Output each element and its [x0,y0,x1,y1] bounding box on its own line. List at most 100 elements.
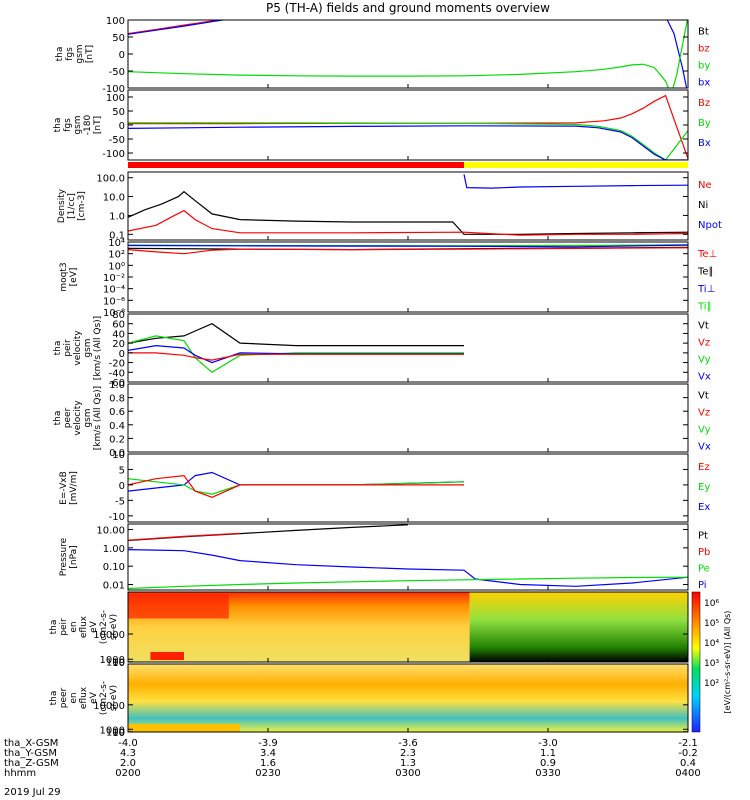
x-axis-row-label: tha_Z-GSM [4,758,59,769]
y-tick-label: 0.6 [109,407,125,418]
legend-bz: bz [698,44,710,55]
y-tick-label: 10 [112,450,125,461]
y-tick-label: 5 [119,465,125,476]
y-tick-label: 10⁻⁴ [103,285,125,296]
y-axis-label-line: [nT] [93,116,103,134]
y-axis-label-line: [km/s (All Qs)] [93,386,103,450]
colorbar-label-2: 10⁴ [704,639,719,649]
series-Vt [128,323,464,347]
x-axis-row-label: tha_X-GSM [4,738,58,749]
legend-Ti⊥: Ti⊥ [697,284,715,295]
legend-Vz: Vz [698,408,710,419]
y-tick-label: 10000 [93,630,125,641]
x-axis-tick-z: 0.4 [680,758,696,769]
series-Ex [128,471,465,492]
panel-frame-fgs_gse [127,89,689,161]
legend-Ey: Ey [698,482,710,493]
y-tick-label: 0.1 [109,230,125,241]
y-axis-label-line: [mV/m] [69,471,79,505]
y-tick-label: -20 [109,359,125,370]
x-axis-tick-x: -2.1 [678,738,698,749]
series-group-efield [128,471,465,498]
x-axis-tick-hhmm: 0200 [115,768,140,779]
legend-Vy: Vy [698,355,711,366]
y-tick-label: 1.0 [109,380,125,391]
x-axis-tick-y: 2.3 [400,748,416,759]
colorbar-title: [eV/(cm²-s-sr-eV)] (All Qs) [723,611,732,714]
y-axis-label-line: [cm-3] [77,191,87,221]
legend-Te∥: Te∥ [697,266,714,277]
legend-Bt: Bt [698,27,709,38]
colorbar-gradient [691,591,701,733]
panel-frame-fgs_gsm [127,19,689,89]
colorbar-label-4: 10² [704,679,719,689]
x-axis-tick-z: 2.0 [120,758,136,769]
heatmap-low-strip [128,724,240,732]
x-axis-tick-z: 0.9 [540,758,556,769]
y-tick-label: 10⁰ [108,261,125,272]
y-tick-label: 10 [112,728,125,739]
x-axis-tick-hhmm: 0330 [535,768,560,779]
x-axis-tick-x: -3.9 [258,738,278,749]
heatmap-hot-region [128,594,229,619]
panel-peer_velocity: 1.0 0.8 0.6 0.4 0.2 0.0 tha peer velocity gsm [km/… [53,380,711,459]
legend-Npot: Npot [698,220,722,231]
series-Ti⊥ [128,244,688,248]
y-tick-label: 50 [112,33,125,44]
series-bx [128,20,688,88]
series-Pb [128,532,241,541]
panel-density: 100.0 10.0 1.0 0.1 Density [1/cc] [cm-3] Ne Ni Np… [57,171,722,241]
y-tick-label: 80 [112,310,125,321]
y-tick-label: 0 [119,481,125,492]
x-axis-row-label: hhmm [4,768,36,779]
y-axis-label-line: eV [89,691,99,704]
y-tick-label: 10⁻² [103,273,125,284]
mode-bar-segment-0 [128,162,464,168]
y-tick-label: -100 [102,84,125,95]
legend-Vx: Vx [698,372,711,383]
series-Bx [128,125,688,160]
y-axis-label-line: tha [53,118,63,133]
y-axis-label-line: Density [57,188,67,223]
x-axis-tick-z: 1.3 [400,758,416,769]
series-group-temperature [128,244,688,255]
x-axis-tick-z: 1.6 [260,758,276,769]
panel-pressure: 10.00 1.00 0.10 0.01 Pressure [nPa] Pt Pb Pe Pi [59,523,710,591]
y-tick-label: 1.0 [109,211,125,222]
y-axis-label-line: peir [63,339,73,357]
y-axis-label-line: [1/cc] [67,193,77,219]
y-axis-label-line: en [69,692,79,703]
y-tick-label: 10⁴ [108,238,125,249]
legend-Pe: Pe [698,563,710,574]
y-tick-label: 10² [108,250,125,261]
y-axis-label-line: [nT] [85,45,95,63]
legend-Pi: Pi [698,580,707,591]
y-tick-label: 20 [112,339,125,350]
x-axis-tick-hhmm: 0400 [675,768,700,779]
y-axis-label-line: tha [49,620,59,635]
series-By [128,122,688,160]
y-axis-label-line: [nPa] [69,545,79,568]
heatmap-low-energy-patch [150,652,184,660]
y-tick-label: 0 [119,349,125,360]
legend-Pt: Pt [698,530,708,541]
y-axis-label-line: (cm2-s- [99,681,109,715]
panel-mode_bar [128,162,688,168]
series-bz [128,20,223,35]
y-tick-label: 0.2 [109,434,125,445]
series-Pt [128,524,409,542]
legend-bx: bx [698,78,710,89]
x-axis-tick-y: -0.2 [678,748,698,759]
heatmap-band-right [469,592,688,662]
series-Ey [128,478,465,495]
y-tick-label: -5 [115,496,125,507]
y-tick-label: 10⁻⁸ [103,308,125,319]
series-group-pressure [128,524,688,590]
y-axis-label-line: [km/s (All Qs)] [93,316,103,380]
x-axis-tick-y: 4.3 [120,748,136,759]
y-tick-label: 1000 [100,655,125,666]
x-axis-tick-x: -3.6 [398,738,418,749]
